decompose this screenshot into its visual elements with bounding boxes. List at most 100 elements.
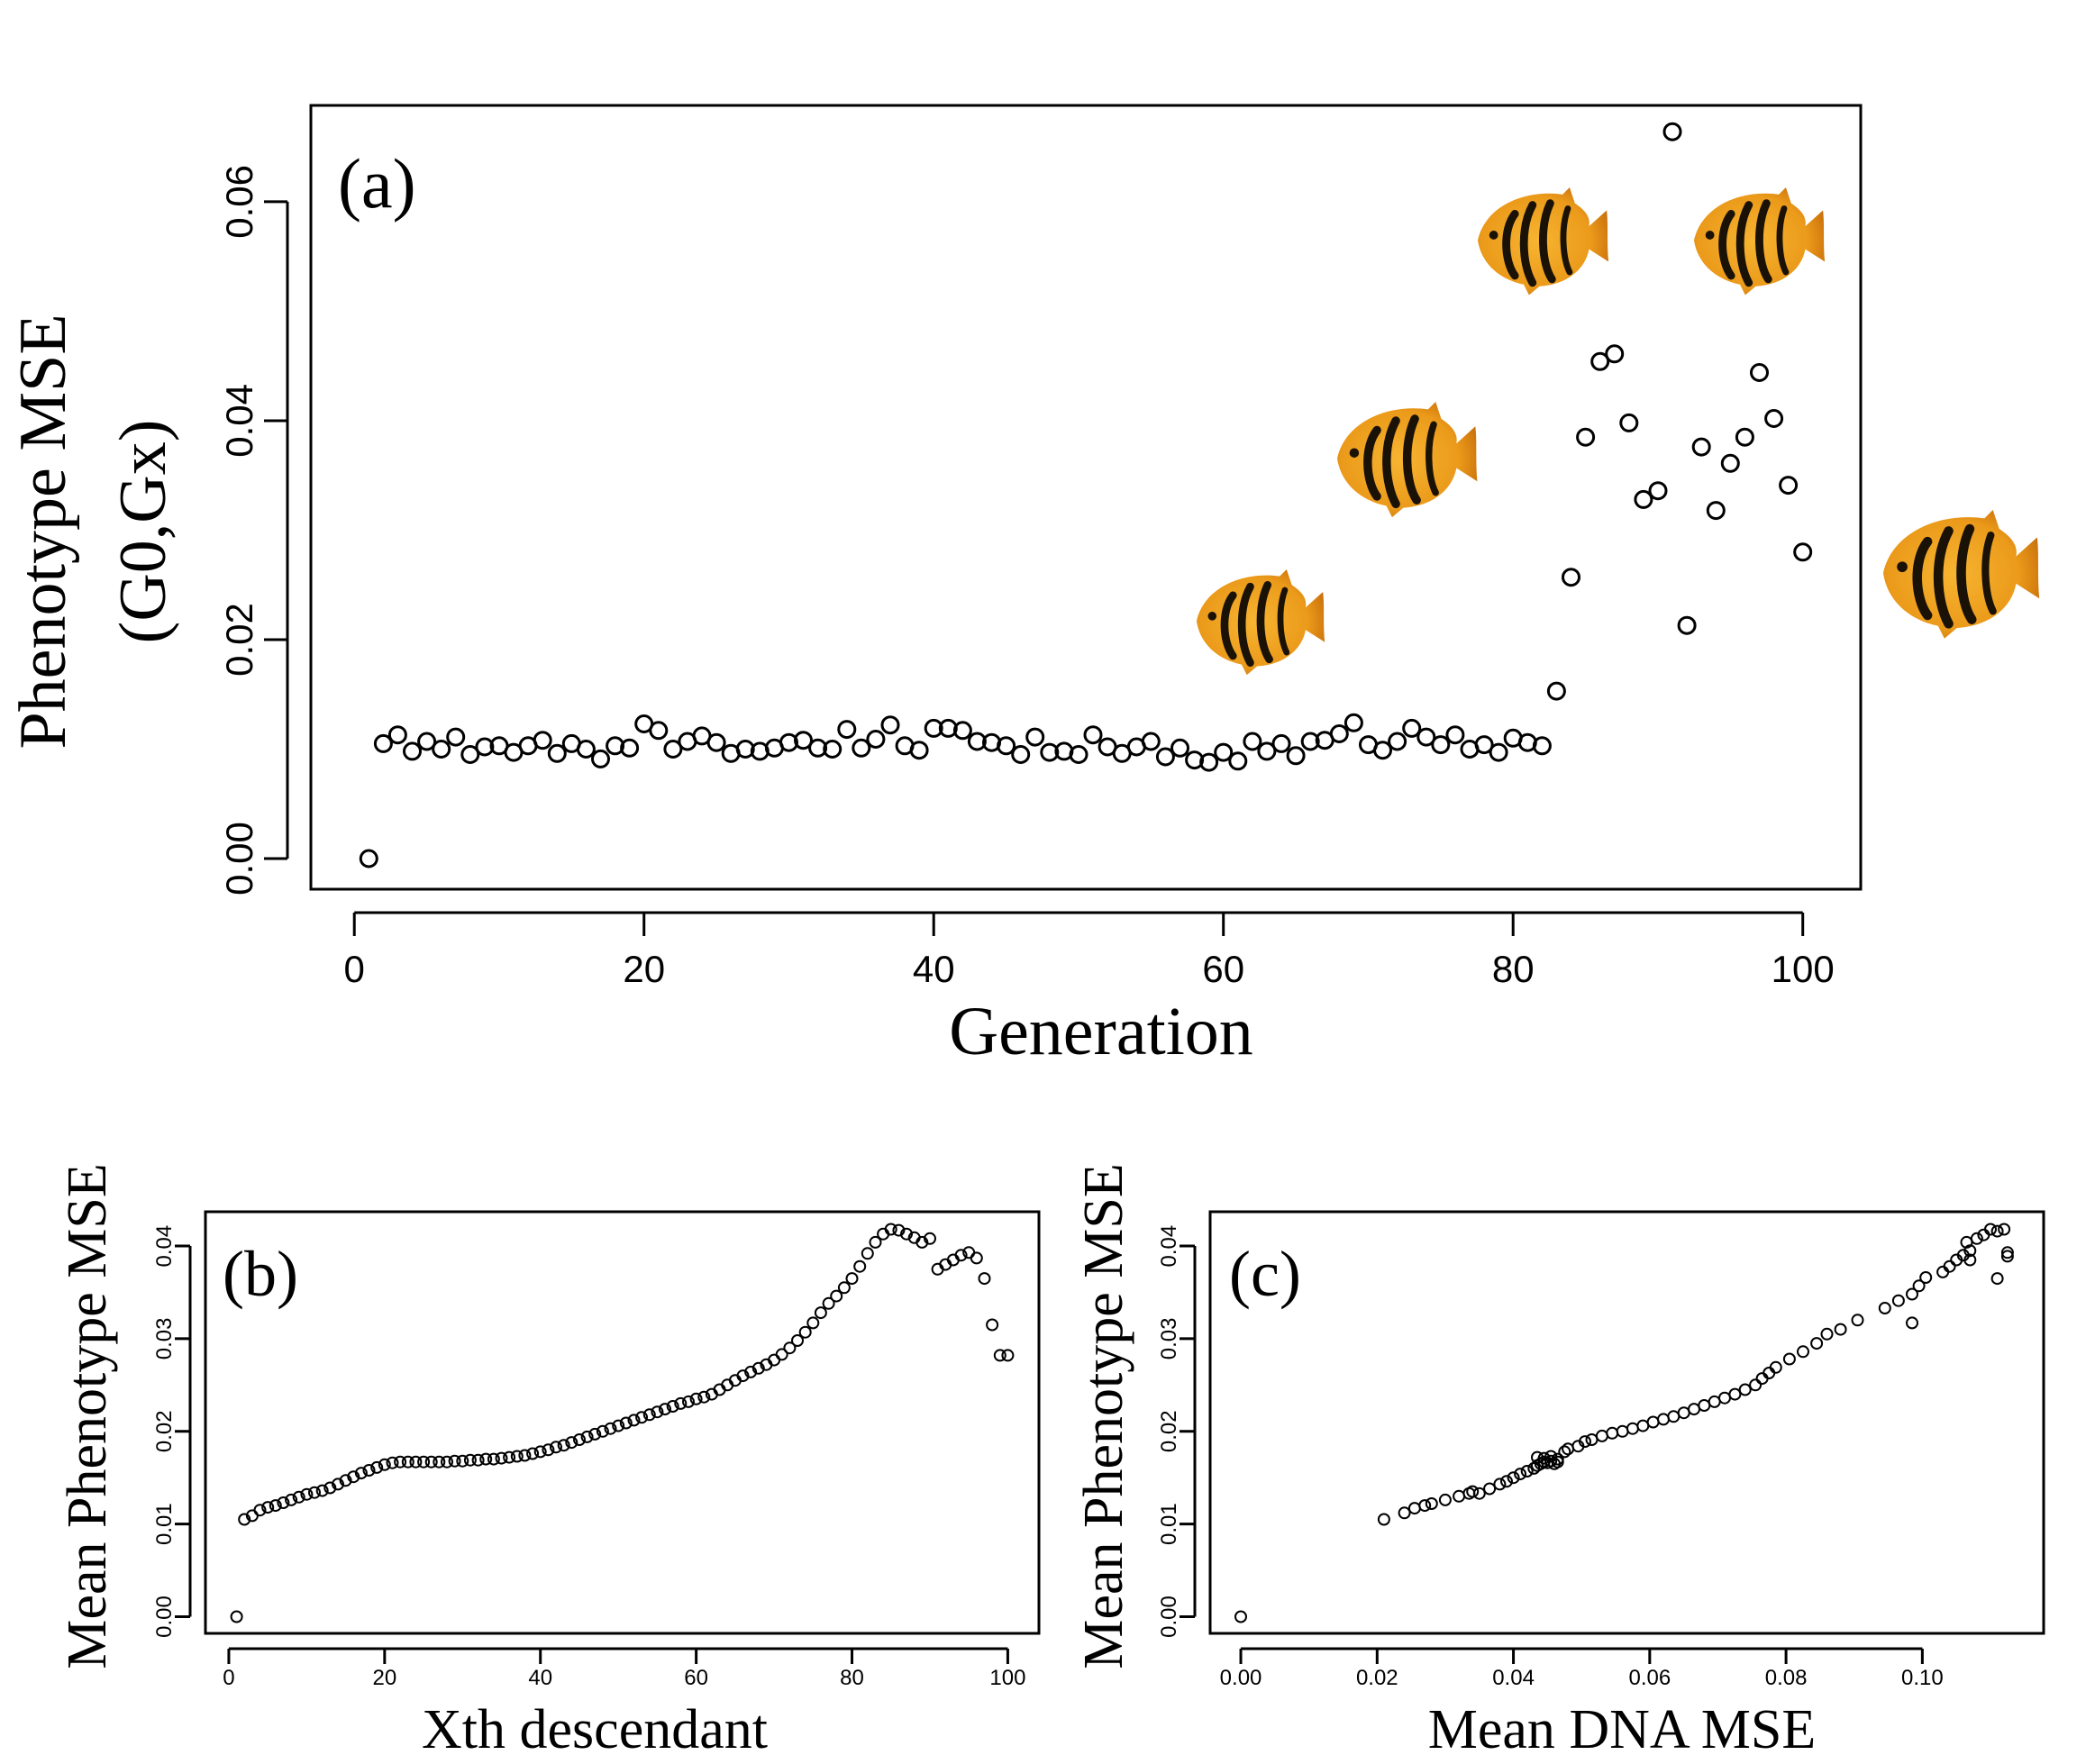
data-point — [830, 1289, 843, 1303]
data-point — [1472, 1487, 1486, 1500]
data-point — [735, 740, 755, 759]
data-point — [576, 740, 596, 759]
data-point — [1688, 1403, 1700, 1416]
data-point — [1636, 1419, 1650, 1432]
data-point — [689, 1392, 703, 1405]
data-point — [448, 1454, 461, 1468]
x-tick-label: 0.02 — [1356, 1666, 1398, 1690]
data-point — [674, 1396, 688, 1410]
data-point — [1329, 724, 1349, 743]
data-point — [285, 1493, 298, 1506]
data-point — [1416, 727, 1436, 747]
y-tick-label: 0.06 — [218, 165, 260, 239]
data-point — [460, 745, 480, 764]
data-point — [1782, 1352, 1796, 1366]
data-point — [1425, 1497, 1438, 1510]
x-tick-label: 0.04 — [1492, 1666, 1535, 1690]
data-point — [1657, 1413, 1670, 1426]
data-point — [1590, 351, 1610, 371]
data-point — [845, 1272, 859, 1286]
data-point — [924, 1232, 936, 1245]
data-point — [378, 1458, 391, 1471]
data-point — [1990, 1224, 2004, 1238]
data-point — [627, 1414, 641, 1427]
data-point — [401, 1455, 414, 1468]
data-point — [1546, 681, 1566, 701]
points-c — [1234, 1223, 2014, 1623]
data-point — [791, 1334, 804, 1347]
data-point — [1579, 1435, 1591, 1449]
data-point — [900, 1227, 913, 1241]
data-point — [892, 1223, 906, 1237]
data-point — [2000, 1246, 2014, 1259]
data-point — [1984, 1223, 1997, 1236]
axes-c: 0.00 0.02 0.04 0.06 0.08 0.10 0.00 0.01 0.02 0.03… — [1157, 1225, 1944, 1690]
data-point — [1388, 732, 1407, 751]
data-point — [604, 1422, 617, 1435]
data-point — [1025, 727, 1045, 747]
data-point — [697, 1390, 711, 1404]
data-point — [1398, 1506, 1411, 1520]
data-point — [775, 1348, 788, 1361]
data-point — [1418, 1499, 1432, 1513]
data-point — [269, 1499, 282, 1513]
data-point — [533, 731, 552, 750]
data-point — [487, 1452, 500, 1466]
data-point — [649, 721, 669, 741]
y-tick-label: 0.03 — [1157, 1318, 1181, 1360]
data-point — [837, 720, 857, 740]
data-point — [362, 1464, 376, 1477]
data-point — [1810, 1337, 1824, 1350]
data-point — [230, 1610, 243, 1623]
data-point — [542, 1443, 555, 1457]
x-axis-title-a: Generation — [949, 994, 1253, 1069]
data-point — [880, 715, 900, 735]
data-point — [1738, 1383, 1752, 1396]
panel-label-a: (a) — [338, 144, 416, 223]
data-point — [837, 1281, 851, 1295]
data-point — [591, 749, 610, 768]
fish-icon — [1337, 402, 1477, 517]
data-point — [1286, 746, 1306, 766]
data-point — [1214, 742, 1234, 762]
data-point — [1155, 747, 1175, 767]
data-point — [1677, 1406, 1690, 1420]
axes-a: 0 20 40 60 80 100 0.00 0.02 0.04 0.06 — [218, 165, 1835, 990]
data-point — [909, 741, 929, 760]
data-point — [1141, 732, 1161, 751]
data-point — [495, 1451, 508, 1465]
data-point — [736, 1369, 750, 1383]
data-point — [1445, 725, 1465, 745]
data-point — [884, 1223, 897, 1236]
data-point — [606, 736, 625, 756]
data-point — [938, 718, 958, 738]
data-point — [424, 1455, 438, 1468]
data-point — [1769, 1360, 1782, 1374]
fish-icon — [1694, 187, 1825, 296]
x-tick-label: 80 — [1492, 948, 1535, 990]
x-tick-label: 0.08 — [1765, 1666, 1808, 1690]
data-point — [1185, 750, 1205, 770]
data-point — [915, 1235, 929, 1249]
data-point — [1943, 1259, 1956, 1273]
data-point — [403, 741, 422, 761]
panel-label-b: (b) — [223, 1238, 298, 1310]
data-point — [1243, 732, 1262, 751]
plot-frame-b — [204, 1210, 1041, 1635]
data-point — [751, 1361, 765, 1375]
data-point — [238, 1513, 251, 1526]
data-point — [573, 1433, 586, 1446]
data-point — [1718, 1391, 1731, 1405]
y-axis-title-a-line2: (G0,Gx) — [106, 420, 180, 644]
data-point — [547, 743, 567, 763]
y-axis-title-c: Mean Phenotype MSE — [1073, 1163, 1134, 1669]
x-tick-label: 0.06 — [1628, 1666, 1671, 1690]
fish-decorations — [1197, 187, 2039, 675]
data-point — [1544, 1454, 1558, 1468]
data-point — [986, 1318, 999, 1332]
data-point — [1750, 363, 1769, 382]
axes-b: 0 20 40 60 80 100 0.00 0.01 0.02 0.03 0.04 — [152, 1225, 1025, 1690]
data-point — [1532, 736, 1552, 756]
data-point — [1708, 1395, 1721, 1408]
data-point — [779, 732, 798, 752]
